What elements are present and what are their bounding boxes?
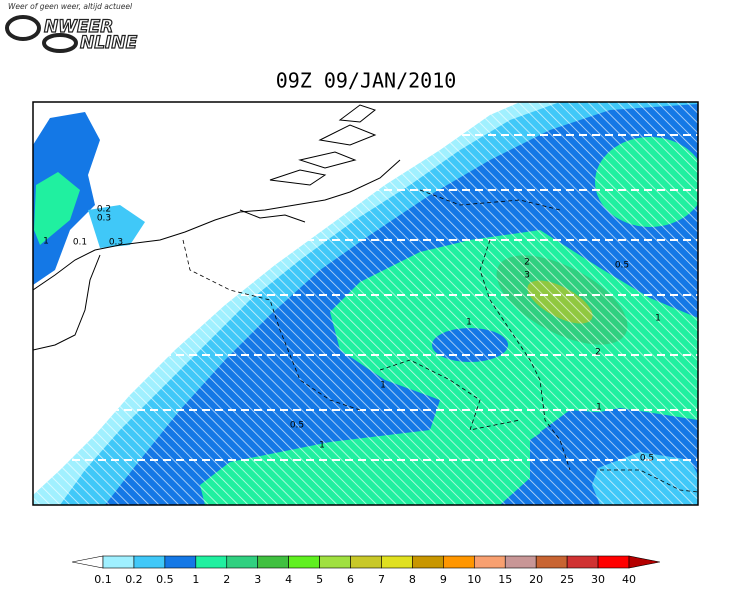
colorbar-box xyxy=(473,555,506,569)
contour-label: 0.5 xyxy=(615,261,629,271)
colorbar-box xyxy=(195,555,228,569)
colorbar-label: 3 xyxy=(254,573,261,586)
contour-label: 1 xyxy=(466,318,472,328)
contour-label: 1 xyxy=(596,403,602,413)
colorbar: 0.1 0.2 0.5 1 2 3 4 5 6 7 8 9 10 15 20 25 30 40 xyxy=(72,555,660,586)
contour-label: 3 xyxy=(524,271,530,281)
logo-tagline: Weer of geen weer, altijd actueel xyxy=(8,2,133,11)
contour-label: 0.3 xyxy=(97,214,111,224)
logo[interactable]: Weer of geen weer, altijd actueel NWEER … xyxy=(5,2,138,54)
contour-label: 1 xyxy=(319,441,325,451)
map xyxy=(33,102,698,505)
contour-label: 1 xyxy=(380,381,386,391)
colorbar-label: 0.5 xyxy=(156,573,174,586)
contour-label: 2 xyxy=(595,348,601,358)
contour-labels: 0.2 0.3 1 0.1 0.3 2 3 1 2 1 0.5 1 0.5 1 … xyxy=(43,205,661,464)
contour-label: 0.5 xyxy=(640,454,654,464)
colorbar-box xyxy=(504,555,537,569)
colorbar-label: 4 xyxy=(285,573,292,586)
colorbar-label: 30 xyxy=(591,573,605,586)
colorbar-box xyxy=(597,555,630,569)
colorbar-box xyxy=(443,555,475,569)
colorbar-box xyxy=(319,555,351,569)
colorbar-label: 20 xyxy=(529,573,543,586)
colorbar-label: 7 xyxy=(378,573,385,586)
contour-label: 2 xyxy=(524,258,530,268)
colorbar-label: 1 xyxy=(192,573,199,586)
colorbar-label: 6 xyxy=(347,573,354,586)
colorbar-box xyxy=(535,555,568,569)
logo-o xyxy=(5,15,41,41)
colorbar-label: 40 xyxy=(622,573,636,586)
colorbar-box xyxy=(412,555,444,569)
colorbar-label: 0.1 xyxy=(94,573,112,586)
map-frame xyxy=(32,101,699,506)
contour-label: 0.1 xyxy=(73,238,87,248)
contour-label: 1 xyxy=(655,314,661,324)
colorbar-box xyxy=(566,555,599,569)
logo-word2: NLINE xyxy=(80,33,138,53)
contour-label: 0.3 xyxy=(109,238,123,248)
colorbar-label: 9 xyxy=(440,573,447,586)
logo-o2 xyxy=(42,33,78,53)
colorbar-above xyxy=(628,555,660,569)
colorbar-label: 0.2 xyxy=(125,573,143,586)
colorbar-box xyxy=(102,555,135,569)
contour-label: 0.2 xyxy=(97,205,111,215)
contour-label: 1 xyxy=(43,237,49,247)
colorbar-label: 5 xyxy=(316,573,323,586)
colorbar-box xyxy=(288,555,320,569)
colorbar-box xyxy=(164,555,197,569)
colorbar-box xyxy=(381,555,413,569)
colorbar-label: 8 xyxy=(409,573,416,586)
colorbar-below xyxy=(72,555,104,569)
map-title: 09Z 09/JAN/2010 xyxy=(276,69,457,93)
colorbar-box xyxy=(226,555,259,569)
colorbar-box xyxy=(257,555,289,569)
colorbar-label: 10 xyxy=(467,573,481,586)
colorbar-label: 2 xyxy=(223,573,230,586)
colorbar-label: 15 xyxy=(498,573,512,586)
colorbar-box xyxy=(133,555,166,569)
colorbar-label: 25 xyxy=(560,573,574,586)
colorbar-box xyxy=(350,555,382,569)
contour-label: 0.5 xyxy=(290,421,304,431)
logo-word1: NWEER xyxy=(44,17,113,37)
